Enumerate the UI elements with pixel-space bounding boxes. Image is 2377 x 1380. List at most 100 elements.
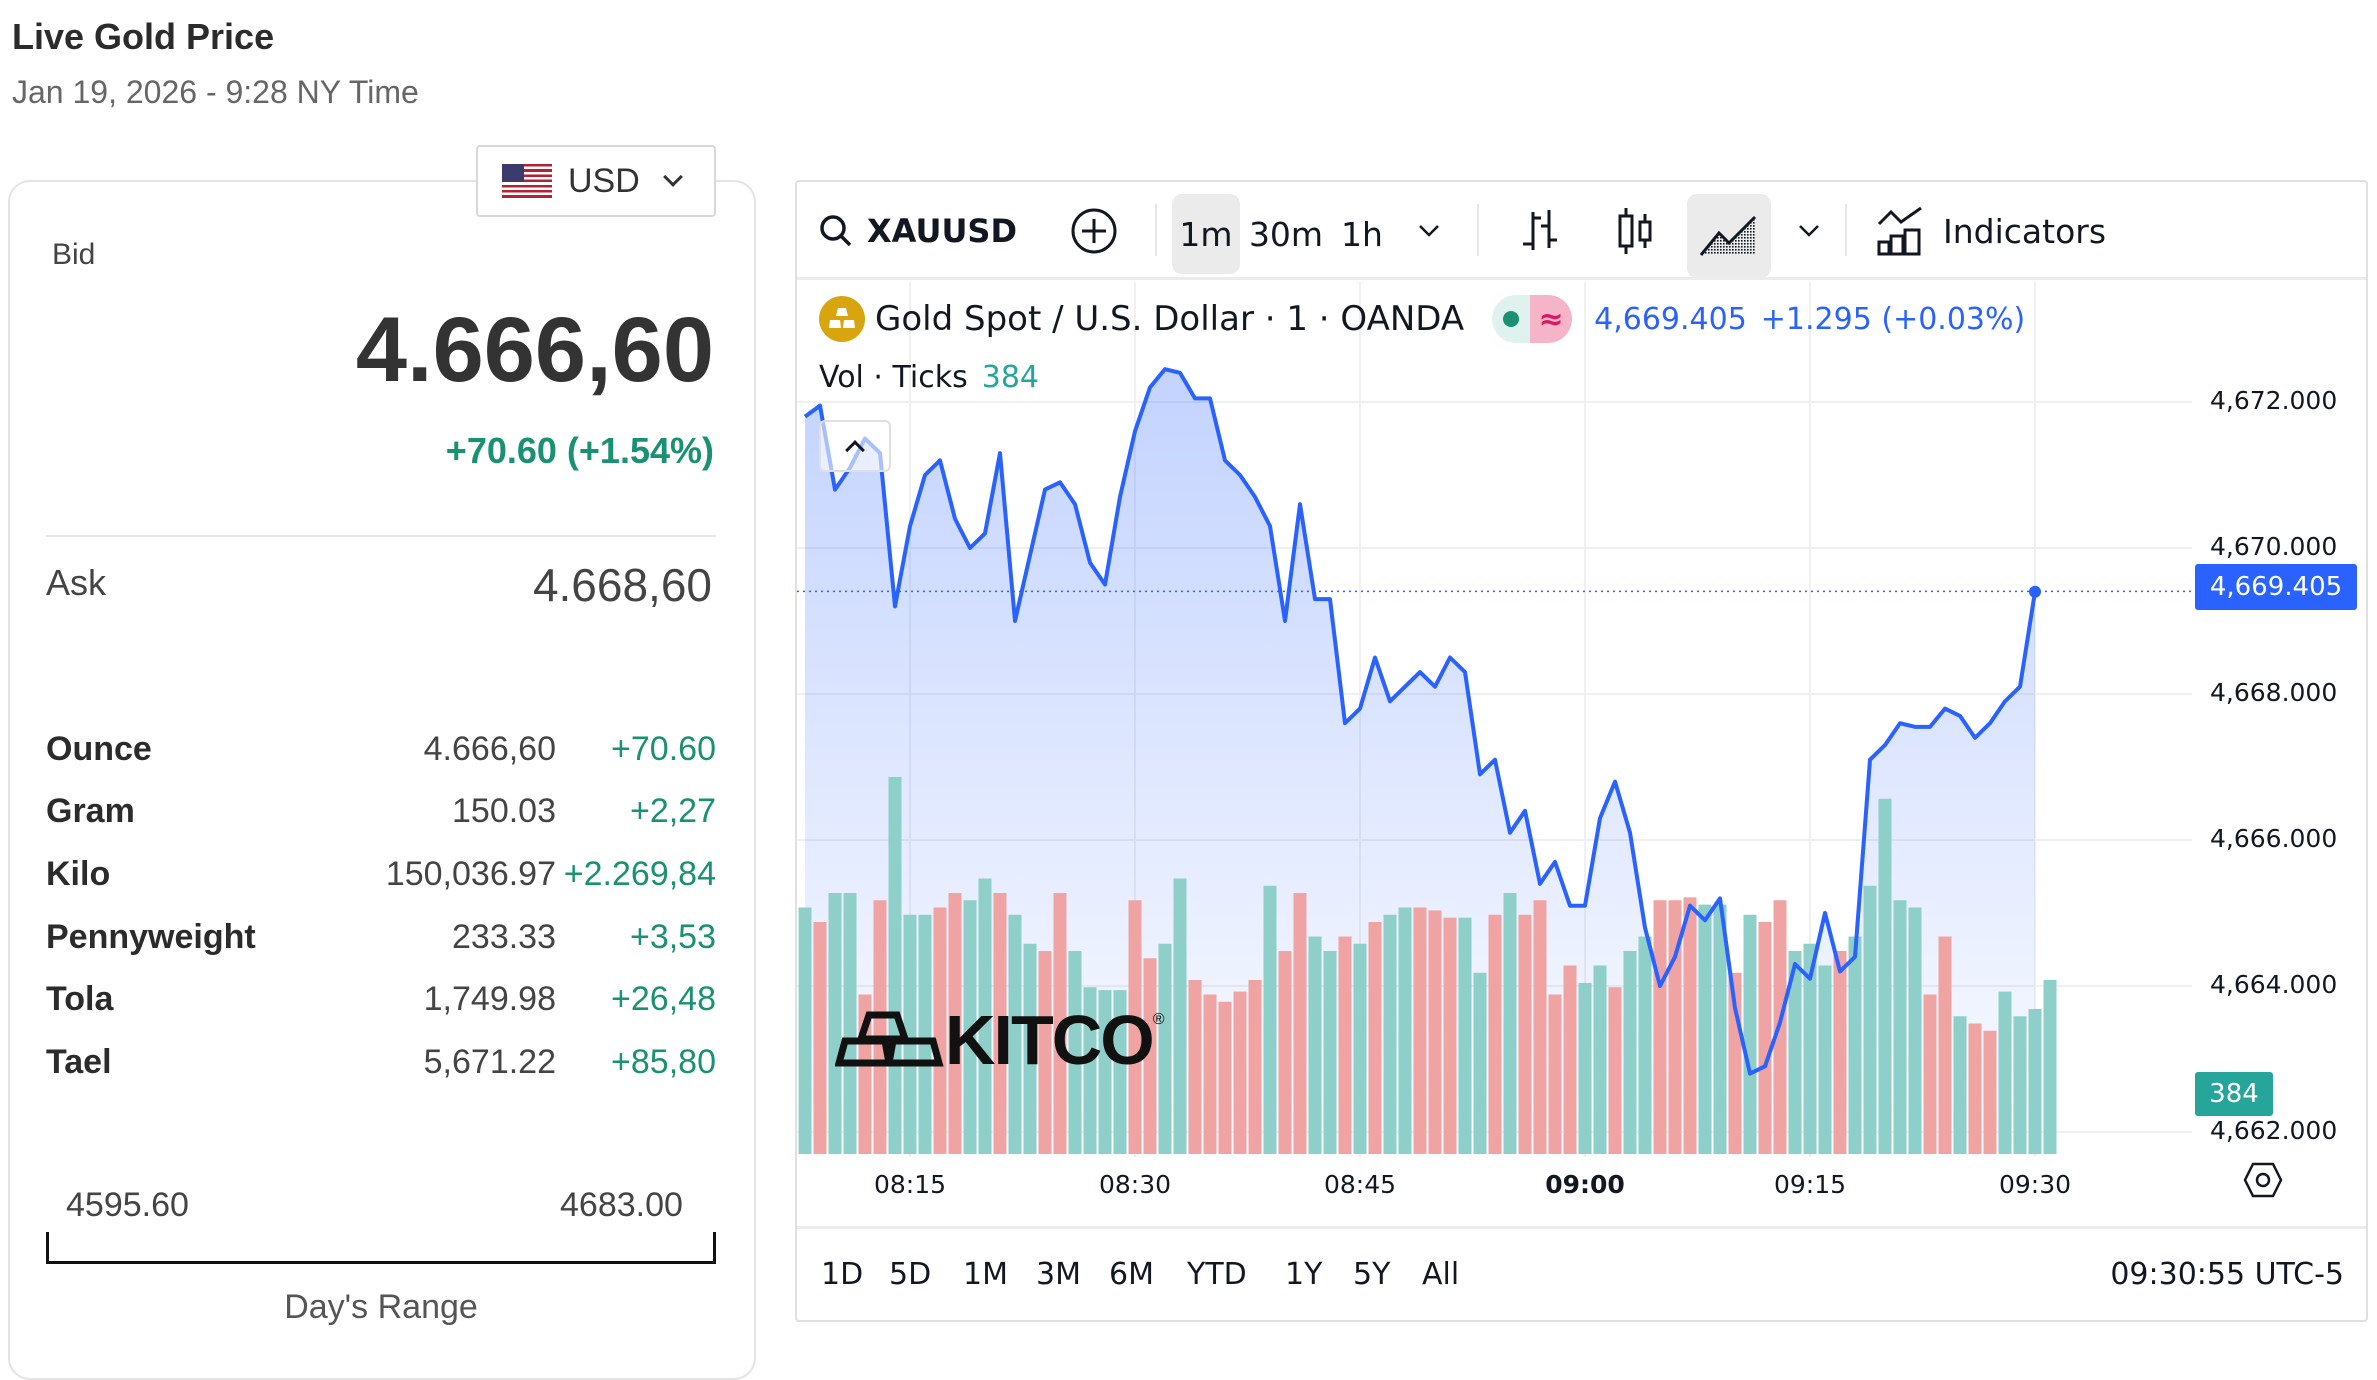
currency-dropdown[interactable]: USD [476,145,716,217]
candlestick-icon [1618,208,1652,254]
unit-name: Ounce [46,729,152,768]
page-datetime: Jan 19, 2026 - 9:28 NY Time [12,74,419,110]
y-axis-label: 4,666.000 [2210,824,2338,853]
unit-price: 150.03 [452,792,556,831]
chevron-down-icon [1799,225,1819,237]
bid-price: 4.666,60 [355,299,714,401]
compare-button[interactable] [1067,204,1121,258]
unit-name: Gram [46,792,135,831]
interval-dropdown[interactable] [1409,206,1449,256]
table-row: Pennyweight 233.33 +3,53 [46,906,716,969]
price-chart[interactable] [797,182,2368,1226]
unit-name: Tael [46,1042,112,1081]
search-icon [820,215,852,247]
bar-chart-type[interactable] [1509,200,1569,262]
chart-clock: 09:30:55 UTC-5 [2110,1257,2344,1292]
market-status-pill[interactable]: ≈ [1492,295,1573,343]
range-ytd[interactable]: YTD [1187,1257,1247,1292]
chevron-up-icon [845,440,865,460]
range-3m[interactable]: 3M [1036,1257,1081,1292]
settings-hexagon-icon [2243,1162,2283,1198]
last-volume-tag: 384 [2195,1072,2273,1116]
kitco-logo-icon [835,1011,944,1067]
legend-last-price: 4,669.405 [1594,301,1747,337]
range-6m[interactable]: 6M [1109,1257,1154,1292]
range-low: 4595.60 [66,1186,189,1224]
units-table: Ounce 4.666,60 +70.60 Gram 150.03 +2,27 Kilo… [46,718,716,1094]
table-row: Ounce 4.666,60 +70.60 [46,718,716,781]
gold-bars-icon [819,296,865,342]
unit-price: 150,036.97 [385,854,556,893]
chart-panel: XAUUSD 1m 30m 1h Indicators [795,180,2368,1322]
range-label: Day's Range [284,1288,478,1326]
collapse-legend-button[interactable] [819,420,891,472]
indicators-label: Indicators [1943,211,2107,251]
kitco-watermark: KITCO ® [835,1000,1165,1080]
x-axis-label: 08:45 [1323,1170,1397,1199]
range-1y[interactable]: 1Y [1285,1257,1323,1292]
x-axis-label: 08:30 [1098,1170,1172,1199]
unit-change: +70.60 [611,729,716,768]
indicators-icon [1877,206,1922,256]
y-axis-label: 4,664.000 [2210,970,2338,999]
us-flag-icon [502,164,552,198]
last-price-tag: 4,669.405 [2195,564,2357,610]
chart-type-dropdown[interactable] [1789,206,1829,256]
range-bar [46,1232,716,1264]
interval-1h[interactable]: 1h [1341,214,1383,254]
chart-toolbar: XAUUSD 1m 30m 1h Indicators [797,182,2366,280]
unit-price: 5,671.22 [423,1042,556,1081]
unit-name: Pennyweight [46,917,256,956]
x-axis-label: 09:15 [1773,1170,1847,1199]
y-axis-label: 4,668.000 [2210,678,2338,707]
ask-price: 4.668,60 [532,559,712,611]
candle-chart-type[interactable] [1605,200,1665,262]
interval-30m[interactable]: 30m [1248,214,1324,254]
chevron-down-icon [662,167,683,187]
unit-change: +3,53 [629,917,716,956]
range-high: 4683.00 [560,1186,683,1224]
volume-value: 384 [981,360,1039,395]
table-row: Tael 5,671.22 +85,80 [46,1031,716,1094]
range-5y[interactable]: 5Y [1353,1257,1391,1292]
range-5d[interactable]: 5D [889,1257,932,1292]
x-axis-label: 08:15 [873,1170,947,1199]
kitco-wordmark: KITCO [945,1001,1155,1079]
range-1m[interactable]: 1M [963,1257,1008,1292]
unit-price: 233.33 [452,917,556,956]
unit-change: +2,27 [629,792,716,831]
toolbar-divider [1845,204,1847,256]
chart-settings-button[interactable] [2243,1162,2283,1203]
y-axis-label: 4,672.000 [2210,386,2338,415]
y-axis-label: 4,662.000 [2210,1116,2338,1145]
indicators-button[interactable]: Indicators [1877,200,2106,262]
ohlc-bars-icon [1523,210,1557,250]
bid-change: +70.60 (+1.54%) [445,430,714,471]
divider [46,535,716,537]
table-row: Tola 1,749.98 +26,48 [46,968,716,1031]
currency-label: USD [568,161,640,200]
symbol-search[interactable]: XAUUSD [817,204,1017,258]
unit-change: +2.269,84 [563,854,716,893]
unit-name: Tola [46,980,114,1019]
toolbar-divider [1477,204,1479,256]
unit-change: +85,80 [611,1042,716,1081]
unit-price: 1,749.98 [423,980,556,1019]
page-title: Live Gold Price [12,16,275,57]
range-bar-bottom: 1D 5D 1M 3M 6M YTD 1Y 5Y All 09:30:55 UT… [797,1226,2366,1320]
area-chart-icon [1699,215,1757,256]
range-all[interactable]: All [1422,1257,1460,1292]
table-row: Gram 150.03 +2,27 [46,781,716,844]
area-chart-type[interactable] [1687,194,1771,278]
x-axis-label: 09:30 [1998,1170,2072,1199]
range-1d[interactable]: 1D [821,1257,864,1292]
toolbar-divider [1155,204,1157,256]
delayed-data-icon: ≈ [1530,295,1573,343]
plus-circle-icon [1071,208,1117,254]
y-axis-label: 4,670.000 [2210,532,2338,561]
unit-change: +26,48 [611,980,716,1019]
interval-1m[interactable]: 1m [1172,194,1240,274]
legend-change: +1.295 (+0.03%) [1760,301,2026,337]
symbol-label: XAUUSD [867,212,1018,250]
unit-price: 4.666,60 [423,729,556,768]
